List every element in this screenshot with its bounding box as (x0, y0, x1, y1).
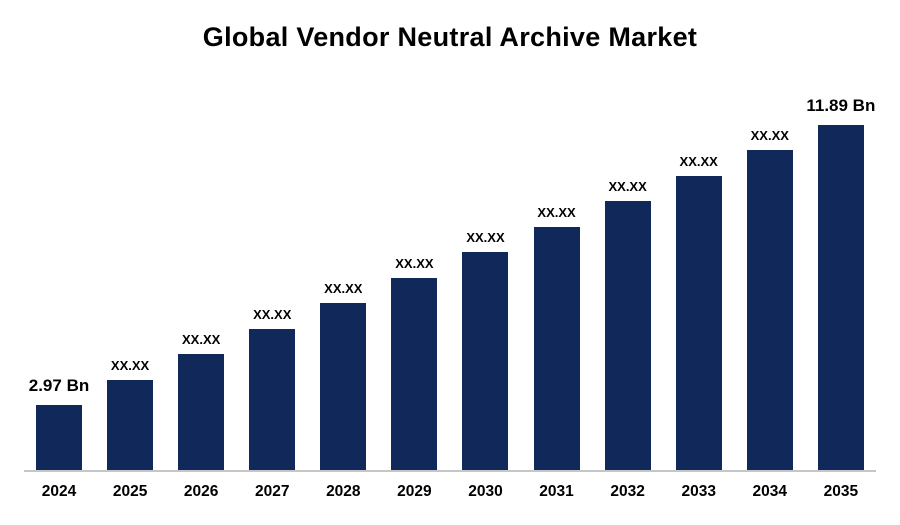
bar-chart: 2.97 Bn XX.XX XX.XX XX.XX XX.XX XX.XX XX.XX XX.… (24, 96, 876, 501)
plot-area: 2.97 Bn XX.XX XX.XX XX.XX XX.XX XX.XX XX.XX XX.… (24, 96, 876, 472)
year-label: 2026 (183, 483, 219, 500)
year-label: 2033 (681, 483, 716, 500)
bar-value-label: XX.XX (182, 332, 221, 347)
x-axis: 2024 2025 2026 2027 2028 2029 2030 2031 2032 2033… (24, 483, 876, 501)
bar: XX.XX (462, 230, 509, 470)
year-label: 2024 (41, 483, 77, 500)
bar-value-label: XX.XX (679, 154, 718, 169)
bar-value-label: 11.89 Bn (806, 96, 876, 115)
bar: XX.XX (249, 307, 296, 470)
chart-title: Global Vendor Neutral Archive Market (202, 22, 698, 52)
year-label: 2028 (326, 483, 361, 500)
year-label: 2035 (823, 483, 859, 500)
bar-value-label: 2.97 Bn (28, 376, 90, 395)
bar: XX.XX (675, 154, 722, 470)
bar-value-label: XX.XX (466, 230, 505, 245)
bar: XX.XX (604, 179, 651, 470)
bar: 2.97 Bn (29, 376, 89, 470)
bar: 11.89 Bn (806, 96, 875, 470)
bar: XX.XX (178, 332, 225, 470)
bar: XX.XX (746, 128, 793, 470)
bar: XX.XX (533, 205, 580, 470)
bar-value-label: XX.XX (537, 205, 576, 220)
year-label: 2031 (539, 483, 574, 500)
year-label: 2034 (752, 483, 788, 500)
bar: XX.XX (320, 281, 367, 470)
year-label: 2029 (397, 483, 432, 500)
year-label: 2032 (610, 483, 645, 500)
year-label: 2025 (112, 483, 148, 500)
bar: XX.XX (107, 358, 154, 470)
bar-value-label: XX.XX (395, 256, 434, 271)
year-label: 2027 (254, 483, 290, 500)
bar-value-label: XX.XX (608, 179, 647, 194)
bar-value-label: XX.XX (324, 281, 363, 296)
bar-value-label: XX.XX (253, 307, 292, 322)
bar-value-label: XX.XX (750, 128, 789, 143)
bar-value-label: XX.XX (110, 358, 150, 373)
year-label: 2030 (468, 483, 503, 500)
bar: XX.XX (391, 256, 438, 470)
